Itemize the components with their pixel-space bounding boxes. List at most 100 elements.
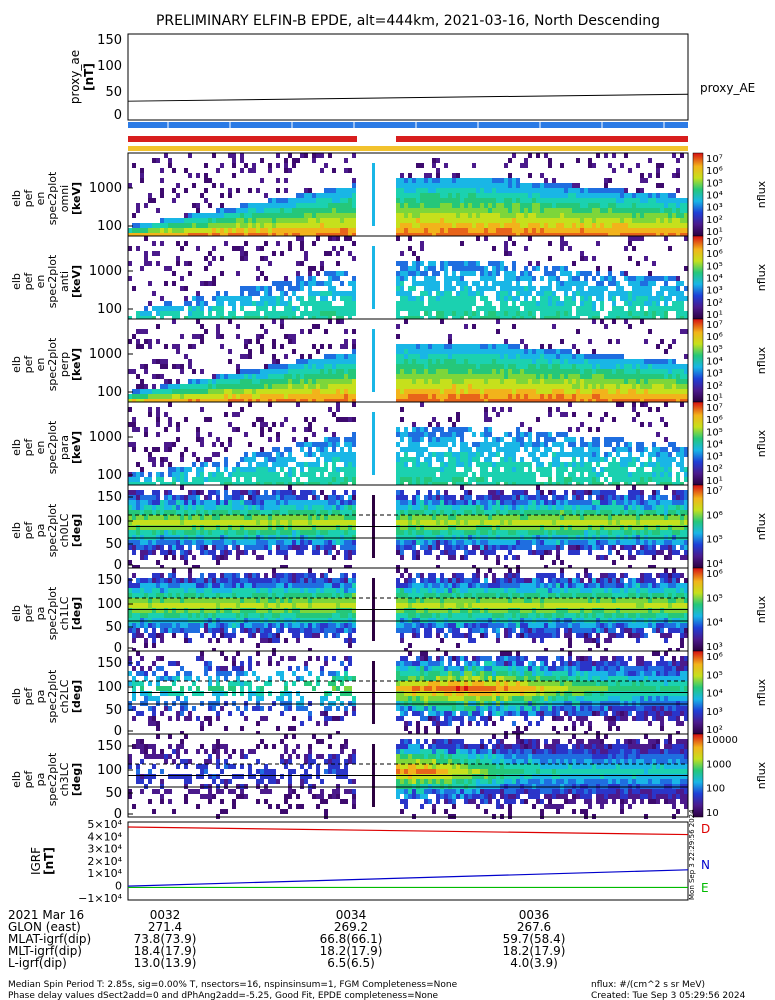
spectrogram-cell <box>612 354 616 359</box>
spectrogram-cell <box>320 452 324 457</box>
spectrogram-cell <box>276 379 280 384</box>
spectrogram-cell <box>560 379 564 384</box>
spectrogram-cell <box>608 198 612 203</box>
spectrogram-cell <box>268 457 272 462</box>
spectrogram-cell <box>632 208 636 213</box>
spectrogram-cell <box>288 208 292 213</box>
spectrogram-cell <box>420 218 424 223</box>
spectrogram-cell <box>632 218 636 223</box>
spectrogram-cell <box>456 183 460 188</box>
spectrogram-cell <box>628 296 632 301</box>
spectrogram-cell <box>460 432 464 437</box>
spectrogram-cell <box>456 359 460 364</box>
spectrogram-cell <box>312 228 316 233</box>
spectrogram-cell <box>664 228 668 233</box>
spectrogram-cell <box>488 183 492 188</box>
spectrogram-cell <box>624 359 628 364</box>
spectrogram-cell <box>344 462 348 467</box>
spectrogram-cell <box>548 432 552 437</box>
spectrogram-cell <box>668 384 672 389</box>
spectrogram-cell <box>316 193 320 198</box>
spectrogram-cell <box>416 261 420 266</box>
spectrogram-cell <box>208 281 212 286</box>
spectrogram-cell <box>608 296 612 301</box>
spectrogram-cell <box>456 301 460 306</box>
spectrogram-cell <box>448 223 452 228</box>
spectrogram-cell <box>652 452 656 457</box>
spectrogram-cell <box>148 394 152 399</box>
spectrogram-cell <box>640 173 644 178</box>
spectrogram-cell <box>252 291 256 296</box>
spectrogram-cell <box>576 218 580 223</box>
spectrogram-cell <box>576 203 580 208</box>
spectrogram-cell <box>608 218 612 223</box>
spectrogram-cell <box>508 281 512 286</box>
spectrogram-cell <box>588 208 592 213</box>
spectrogram-cell <box>396 218 400 223</box>
spectrogram-cell <box>348 364 352 369</box>
spectrogram-cell <box>544 291 548 296</box>
spectrogram-cell <box>144 384 148 389</box>
spectrogram-cell <box>448 178 452 183</box>
spectrogram-cell <box>452 301 456 306</box>
spectrogram-cell <box>420 291 424 296</box>
spectrogram-cell <box>472 223 476 228</box>
spectrogram-cell <box>188 153 192 158</box>
spectrogram-cell <box>332 218 336 223</box>
spectrogram-cell <box>668 364 672 369</box>
spectrogram-cell <box>508 389 512 394</box>
spectrogram-cell <box>328 301 332 306</box>
spectrogram-cell <box>460 261 464 266</box>
spectrogram-cell <box>616 477 620 482</box>
spectrogram-cell <box>664 349 668 354</box>
spectrogram-cell <box>624 271 628 276</box>
spectrogram-cell <box>416 379 420 384</box>
spectrogram-cell <box>260 427 264 432</box>
spectrogram-cell <box>152 198 156 203</box>
spectrogram-cell <box>260 246 264 251</box>
spectrogram-cell <box>212 153 216 158</box>
spectrogram-cell <box>424 188 428 193</box>
spectrogram-cell <box>192 296 196 301</box>
spectrogram-cell <box>476 193 480 198</box>
spectrogram-cell <box>144 427 148 432</box>
spectrogram-cell <box>128 500 132 505</box>
spectrogram-cell <box>432 389 436 394</box>
spectrogram-cell <box>684 472 688 477</box>
spectrogram-cells <box>128 485 688 570</box>
spectrogram-cell <box>312 218 316 223</box>
spectrogram-cell <box>460 384 464 389</box>
spectrogram-cell <box>500 344 504 349</box>
spectrogram-cell <box>536 354 540 359</box>
spectrogram-cell <box>156 447 160 452</box>
spectrogram-cell <box>456 364 460 369</box>
spectrogram-cell <box>440 213 444 218</box>
panel-ylabel-line: [keV] <box>70 348 83 381</box>
spectrogram-cell <box>544 198 548 203</box>
spectrogram-cell <box>444 432 448 437</box>
spectrogram-cell <box>452 432 456 437</box>
spectrogram-cell <box>480 213 484 218</box>
spectrogram-cell <box>664 379 668 384</box>
spectrogram-cell <box>628 236 632 241</box>
spectrogram-cell <box>456 198 460 203</box>
spectrogram-cell <box>580 306 584 311</box>
spectrogram-cell <box>680 301 684 306</box>
spectrogram-cell <box>508 203 512 208</box>
spectrogram-cell <box>580 188 584 193</box>
spectrogram-cell <box>264 394 268 399</box>
spectrogram-cell <box>420 281 424 286</box>
spectrogram-cell <box>488 228 492 233</box>
spectrogram-cell <box>488 271 492 276</box>
spectrogram-cell <box>216 228 220 233</box>
spectrogram-cell <box>448 188 452 193</box>
spectrogram-cell <box>344 354 348 359</box>
spectrogram-cell <box>540 223 544 228</box>
spectrogram-cell <box>256 374 260 379</box>
spectrogram-cell <box>644 389 648 394</box>
spectrogram-cell <box>496 281 500 286</box>
spectrogram-cell <box>288 364 292 369</box>
spectrogram-cell <box>452 477 456 482</box>
spectrogram-cell <box>580 462 584 467</box>
spectrogram-cell <box>556 349 560 354</box>
